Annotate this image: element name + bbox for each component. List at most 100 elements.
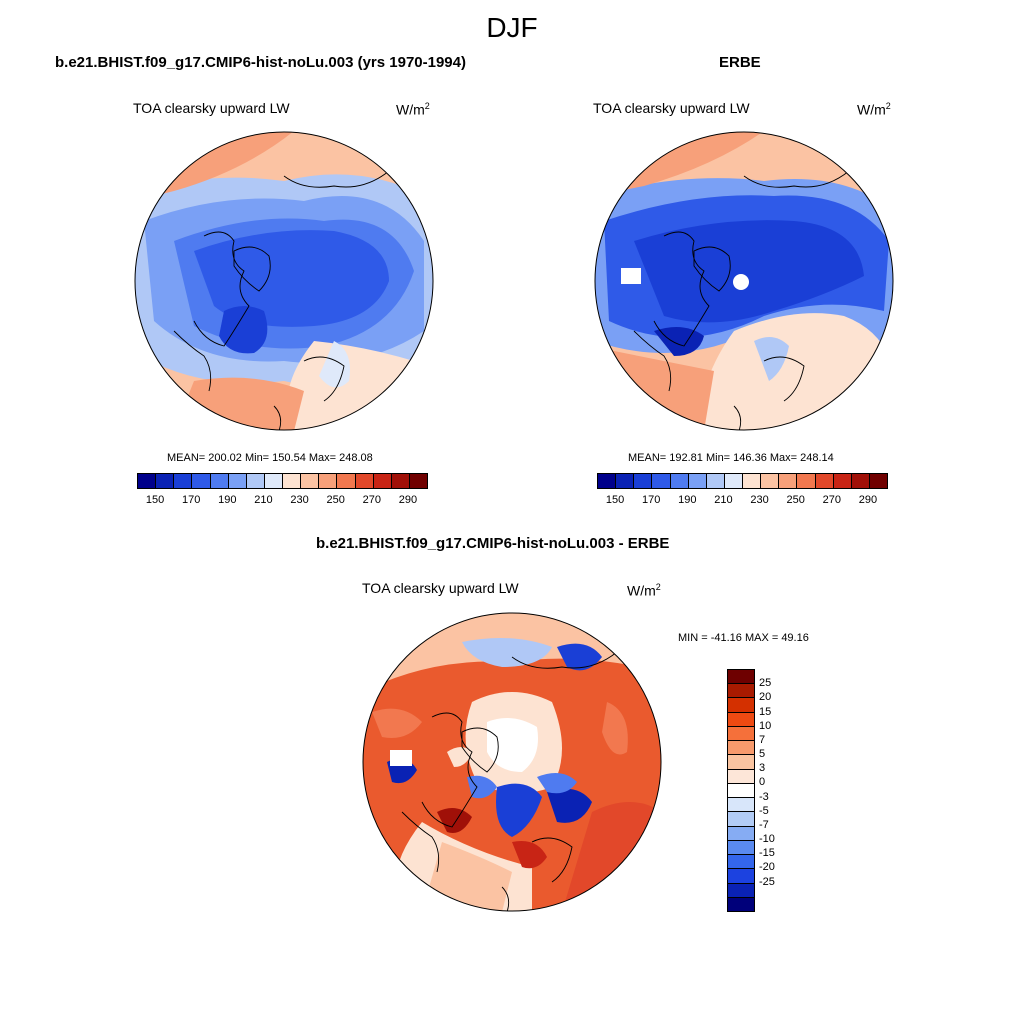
- colorbar-swatch: [652, 474, 671, 488]
- colorbar-tick-label: 0: [759, 776, 766, 789]
- colorbar-swatch: [355, 474, 374, 488]
- figure-title: DJF: [486, 12, 538, 43]
- colorbar-swatch: [598, 474, 617, 488]
- colorbar-tick-label: 150: [145, 494, 165, 506]
- colorbar-swatch: [728, 798, 754, 813]
- colorbar-swatch: [337, 474, 356, 488]
- colorbar-tick-label: 230: [290, 494, 309, 506]
- colorbar-swatch: [391, 474, 410, 488]
- colorbar-swatch: [728, 869, 754, 884]
- panel-1-colorbar-ticks: 150 170 190 210 230 250 270 290: [137, 494, 426, 508]
- colorbar-tick-label: 230: [750, 494, 769, 506]
- colorbar-swatch: [156, 474, 175, 488]
- panel-3-colorbar-ticks: 25 20 15 10 7 5 3 0 -3 -5 -7 -10 -15 -20 -25: [759, 669, 799, 910]
- panel-3-coastlines: [401, 651, 618, 911]
- colorbar-swatch: [728, 670, 754, 685]
- colorbar-swatch: [319, 474, 338, 488]
- panel-1-coastlines: [173, 170, 390, 430]
- colorbar-tick-label: 150: [605, 494, 625, 506]
- colorbar-swatch: [728, 755, 754, 770]
- colorbar-tick-label: 5: [759, 748, 766, 761]
- panel-3-stats: MIN = -41.16 MAX = 49.16: [678, 632, 809, 644]
- colorbar-tick-label: 190: [678, 494, 697, 506]
- colorbar-swatch: [138, 474, 157, 488]
- colorbar-tick-label: 290: [398, 494, 418, 506]
- colorbar-swatch: [409, 474, 427, 488]
- panel-3-title: b.e21.BHIST.f09_g17.CMIP6-hist-noLu.003 …: [316, 535, 670, 552]
- panel-1-colorbar: [137, 473, 428, 489]
- colorbar-swatch: [728, 826, 754, 841]
- colorbar-tick-label: -20: [759, 861, 775, 874]
- colorbar-swatch: [283, 474, 302, 488]
- colorbar-tick-label: 210: [714, 494, 733, 506]
- colorbar-swatch: [761, 474, 780, 488]
- colorbar-swatch: [728, 769, 754, 784]
- colorbar-swatch: [869, 474, 887, 488]
- panel-2-title: ERBE: [719, 54, 761, 71]
- colorbar-tick-label: -10: [759, 833, 775, 846]
- panel-1-polar-map: [134, 131, 434, 431]
- colorbar-tick-label: -3: [759, 790, 769, 803]
- colorbar-swatch: [743, 474, 762, 488]
- colorbar-tick-label: 15: [759, 705, 772, 718]
- panel-1-map-fill: [135, 132, 433, 430]
- colorbar-swatch: [797, 474, 816, 488]
- colorbar-tick-label: 190: [218, 494, 237, 506]
- colorbar-tick-label: 250: [326, 494, 345, 506]
- panel-2-stats: MEAN= 192.81 Min= 146.36 Max= 248.14: [628, 452, 834, 464]
- colorbar-tick-label: 170: [182, 494, 201, 506]
- colorbar-swatch: [779, 474, 798, 488]
- panel-1-title: b.e21.BHIST.f09_g17.CMIP6-hist-noLu.003 …: [55, 54, 466, 71]
- colorbar-swatch: [634, 474, 653, 488]
- colorbar-swatch: [616, 474, 635, 488]
- colorbar-swatch: [246, 474, 265, 488]
- colorbar-swatch: [228, 474, 247, 488]
- panel-1-stats: MEAN= 200.02 Min= 150.54 Max= 248.08: [167, 452, 373, 464]
- panel-1-variable-label: TOA clearsky upward LW: [133, 100, 290, 116]
- colorbar-swatch: [728, 840, 754, 856]
- colorbar-swatch: [728, 698, 754, 713]
- colorbar-swatch: [192, 474, 211, 488]
- colorbar-swatch: [851, 474, 870, 488]
- colorbar-tick-label: 290: [858, 494, 878, 506]
- colorbar-tick-label: 7: [759, 733, 766, 746]
- colorbar-tick-label: 10: [759, 719, 772, 732]
- panel-3-units: W/m2: [627, 582, 661, 599]
- panel-3-polar-map: [362, 612, 662, 912]
- panel-2-variable-label: TOA clearsky upward LW: [593, 100, 750, 116]
- colorbar-tick-label: 3: [759, 762, 766, 775]
- colorbar-swatch: [373, 474, 392, 488]
- colorbar-tick-label: -5: [759, 804, 769, 817]
- colorbar-swatch: [210, 474, 229, 488]
- panel-3-variable-label: TOA clearsky upward LW: [362, 580, 519, 596]
- colorbar-tick-label: 25: [759, 677, 772, 690]
- colorbar-swatch: [728, 812, 754, 827]
- colorbar-swatch: [724, 474, 743, 488]
- colorbar-swatch: [815, 474, 834, 488]
- panel-1-units: W/m2: [396, 101, 430, 118]
- colorbar-tick-label: 270: [362, 494, 381, 506]
- colorbar-swatch: [728, 855, 754, 870]
- colorbar-swatch: [728, 883, 754, 898]
- colorbar-swatch: [728, 783, 754, 799]
- colorbar-swatch: [706, 474, 725, 488]
- panel-2-colorbar-ticks: 150 170 190 210 230 250 270 290: [597, 494, 886, 508]
- colorbar-tick-label: 250: [786, 494, 805, 506]
- colorbar-tick-label: 210: [254, 494, 273, 506]
- panel-2-polar-map: [594, 131, 894, 431]
- colorbar-swatch: [301, 474, 320, 488]
- colorbar-tick-label: -7: [759, 818, 769, 831]
- colorbar-swatch: [728, 897, 754, 911]
- panel-2-colorbar: [597, 473, 888, 489]
- colorbar-swatch: [174, 474, 193, 488]
- colorbar-swatch: [264, 474, 283, 488]
- panel-2-coastlines: [633, 170, 850, 430]
- colorbar-tick-label: 170: [642, 494, 661, 506]
- colorbar-swatch: [688, 474, 707, 488]
- colorbar-swatch: [670, 474, 689, 488]
- colorbar-tick-label: -25: [759, 875, 775, 888]
- colorbar-tick-label: 20: [759, 691, 772, 704]
- panel-2-units: W/m2: [857, 101, 891, 118]
- colorbar-swatch: [833, 474, 852, 488]
- colorbar-tick-label: 270: [822, 494, 841, 506]
